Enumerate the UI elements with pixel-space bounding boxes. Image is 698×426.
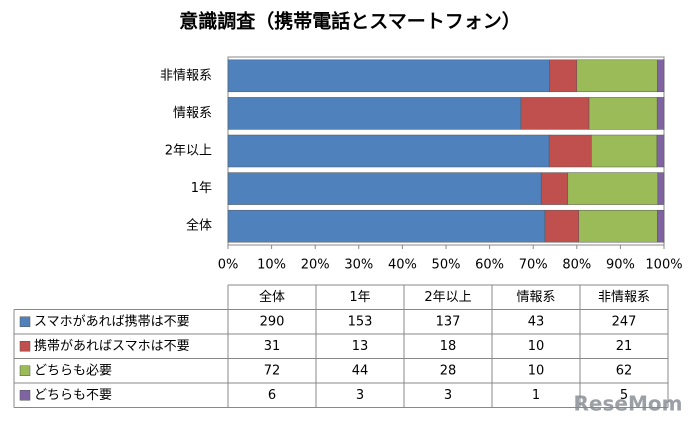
bar-segment <box>544 209 580 243</box>
legend-swatch <box>19 341 31 352</box>
table-cell: 43 <box>528 314 545 329</box>
bar-segment <box>656 134 665 168</box>
legend-label: どちらも必要 <box>34 363 112 378</box>
table-cell: 3 <box>356 388 364 403</box>
x-tick-label: 20% <box>301 258 330 273</box>
legend-swatch <box>19 365 31 376</box>
bar-segment <box>576 59 658 93</box>
bar-segment <box>549 59 578 93</box>
x-tick-label: 0% <box>218 258 239 273</box>
bar-segment <box>657 209 665 243</box>
bar-segment <box>548 134 592 168</box>
table-cell: 31 <box>264 339 281 354</box>
y-tick-label: 情報系 <box>173 106 212 121</box>
x-tick-label: 30% <box>344 258 373 273</box>
table-cell: 72 <box>264 363 281 378</box>
x-tick-label: 100% <box>645 258 682 273</box>
y-tick-label: 全体 <box>186 218 212 234</box>
bar-segment <box>227 209 546 243</box>
table-cell: 13 <box>352 339 369 354</box>
table-cell: 6 <box>268 388 276 403</box>
x-tick-label: 10% <box>257 258 286 273</box>
chart-title: 意識調査（携帯電話とスマートフォン） <box>179 10 520 33</box>
y-tick-label: 非情報系 <box>160 68 212 83</box>
bar-segment <box>227 172 542 205</box>
bar-segment <box>588 97 658 130</box>
x-tick-label: 90% <box>606 258 635 273</box>
x-tick-label: 70% <box>519 258 548 273</box>
bar-segment <box>656 97 665 130</box>
bar-segment <box>567 172 659 205</box>
table-cell: 1 <box>532 388 540 403</box>
table-header: 1年 <box>349 290 370 305</box>
table-cell: 10 <box>528 363 545 378</box>
x-tick-label: 60% <box>475 258 504 273</box>
watermark: ReseMom <box>574 392 683 416</box>
legend-label: 携帯があればスマホは不要 <box>34 338 190 354</box>
legend-label: スマホがあれば携帯は不要 <box>34 313 190 329</box>
table-cell: 44 <box>352 363 369 378</box>
bar-segment <box>591 134 658 168</box>
legend-swatch <box>19 390 31 401</box>
table-header: 情報系 <box>516 290 555 305</box>
table-cell: 18 <box>440 339 457 354</box>
legend-label: どちらも不要 <box>34 388 112 403</box>
bar-segment <box>657 172 665 205</box>
legend-swatch <box>19 316 31 327</box>
table-header: 全体 <box>259 289 285 305</box>
bar-segment <box>227 97 522 130</box>
table-header: 非情報系 <box>598 290 650 305</box>
table-cell: 290 <box>260 314 285 329</box>
bar-segment <box>227 134 550 168</box>
table-cell: 62 <box>616 363 633 378</box>
table-header: 2年以上 <box>424 290 471 305</box>
table-cell: 137 <box>436 314 461 329</box>
y-tick-label: 1年 <box>191 181 212 196</box>
table-cell: 153 <box>348 314 373 329</box>
table-cell: 21 <box>616 339 633 354</box>
table-cell: 3 <box>444 388 452 403</box>
x-tick-label: 40% <box>388 258 417 273</box>
y-tick-label: 2年以上 <box>165 144 212 159</box>
table-cell: 247 <box>612 314 637 329</box>
bar-segment <box>657 59 665 93</box>
table-cell: 10 <box>528 339 545 354</box>
table-cell: 5 <box>620 388 628 403</box>
bar-segment <box>540 172 569 205</box>
x-tick-label: 50% <box>432 258 461 273</box>
bar-segment <box>520 97 590 130</box>
bar-segment <box>578 209 658 243</box>
table-cell: 28 <box>440 363 457 378</box>
bar-segment <box>227 59 550 93</box>
x-tick-label: 80% <box>562 258 591 273</box>
